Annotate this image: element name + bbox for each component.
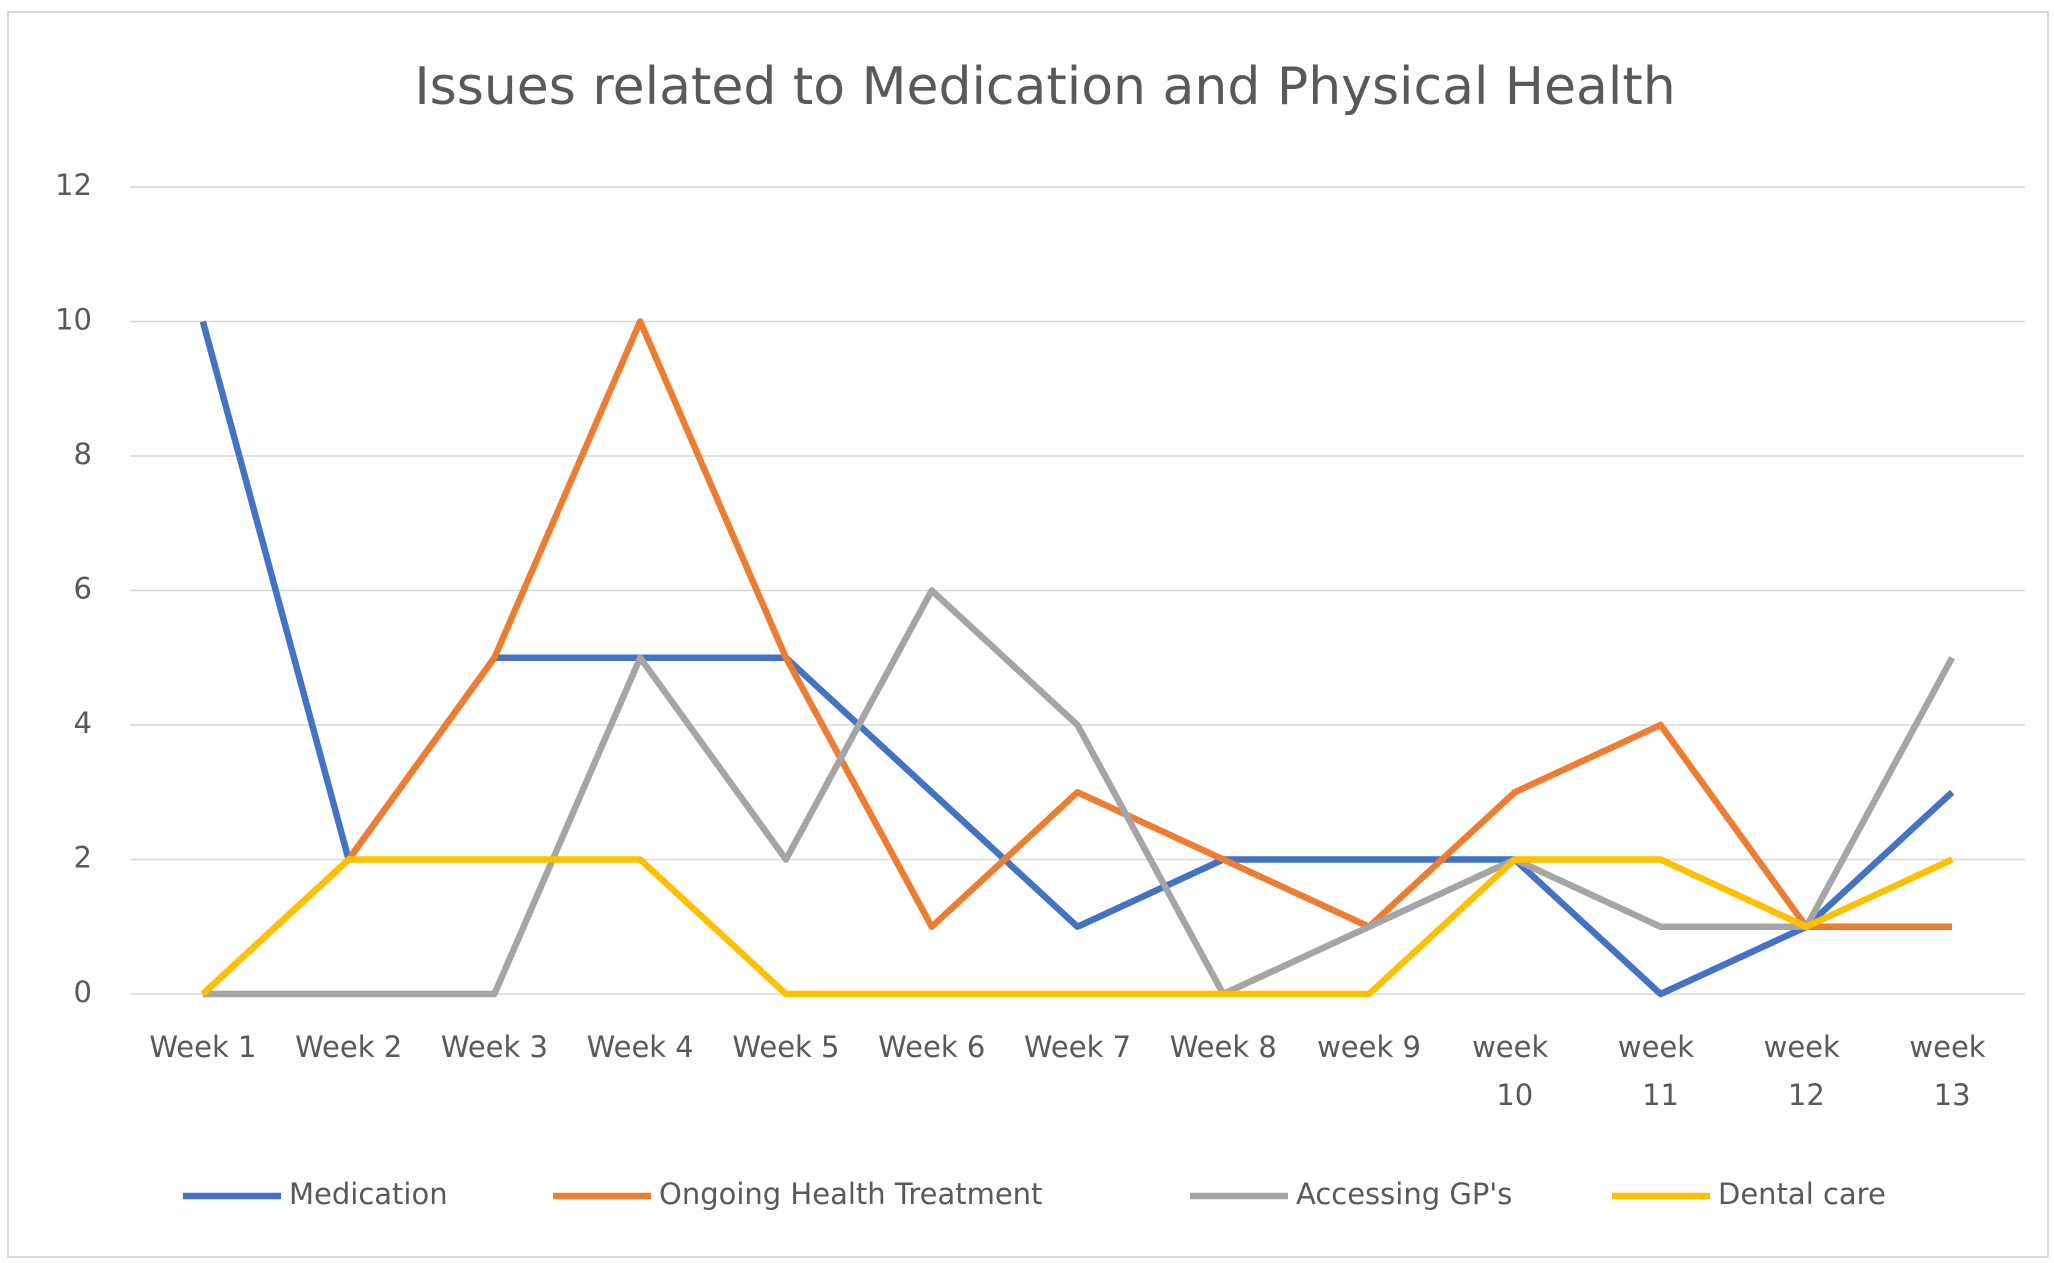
x-tick-label: Week 1 (149, 1030, 256, 1064)
legend-label: Medication (289, 1177, 448, 1211)
y-tick-label: 12 (55, 168, 92, 202)
y-tick-label: 2 (74, 841, 92, 875)
x-tick-label: Week 3 (441, 1030, 548, 1064)
y-tick-label: 6 (74, 572, 92, 606)
y-tick-label: 0 (74, 975, 92, 1009)
x-tick-label: week 12 (1764, 1030, 1849, 1112)
x-tick-label: week 10 (1472, 1030, 1557, 1112)
legend-label: Dental care (1718, 1177, 1886, 1211)
x-tick-label: Week 7 (1024, 1030, 1131, 1064)
chart-frame (7, 11, 2049, 1258)
x-tick-label: Week 4 (587, 1030, 694, 1064)
legend-label: Accessing GP's (1296, 1177, 1512, 1211)
x-tick-label: Week 2 (295, 1030, 402, 1064)
x-tick-label: Week 6 (878, 1030, 985, 1064)
series-line (200, 318, 1953, 997)
x-tick-label: Week 8 (1170, 1030, 1277, 1064)
chart-title: Issues related to Medication and Physica… (414, 57, 1675, 117)
series-line (202, 587, 1955, 998)
x-tick-label: Week 5 (732, 1030, 839, 1064)
x-tick-label: week 11 (1618, 1030, 1703, 1112)
series-line (200, 856, 1954, 998)
legend-label: Ongoing Health Treatment (659, 1177, 1042, 1211)
y-tick-label: 10 (55, 303, 92, 337)
x-tick-label: week 13 (1909, 1030, 1994, 1112)
y-tick-label: 8 (74, 437, 92, 471)
x-tick-label: week 9 (1317, 1030, 1421, 1064)
y-tick-label: 4 (74, 706, 92, 740)
